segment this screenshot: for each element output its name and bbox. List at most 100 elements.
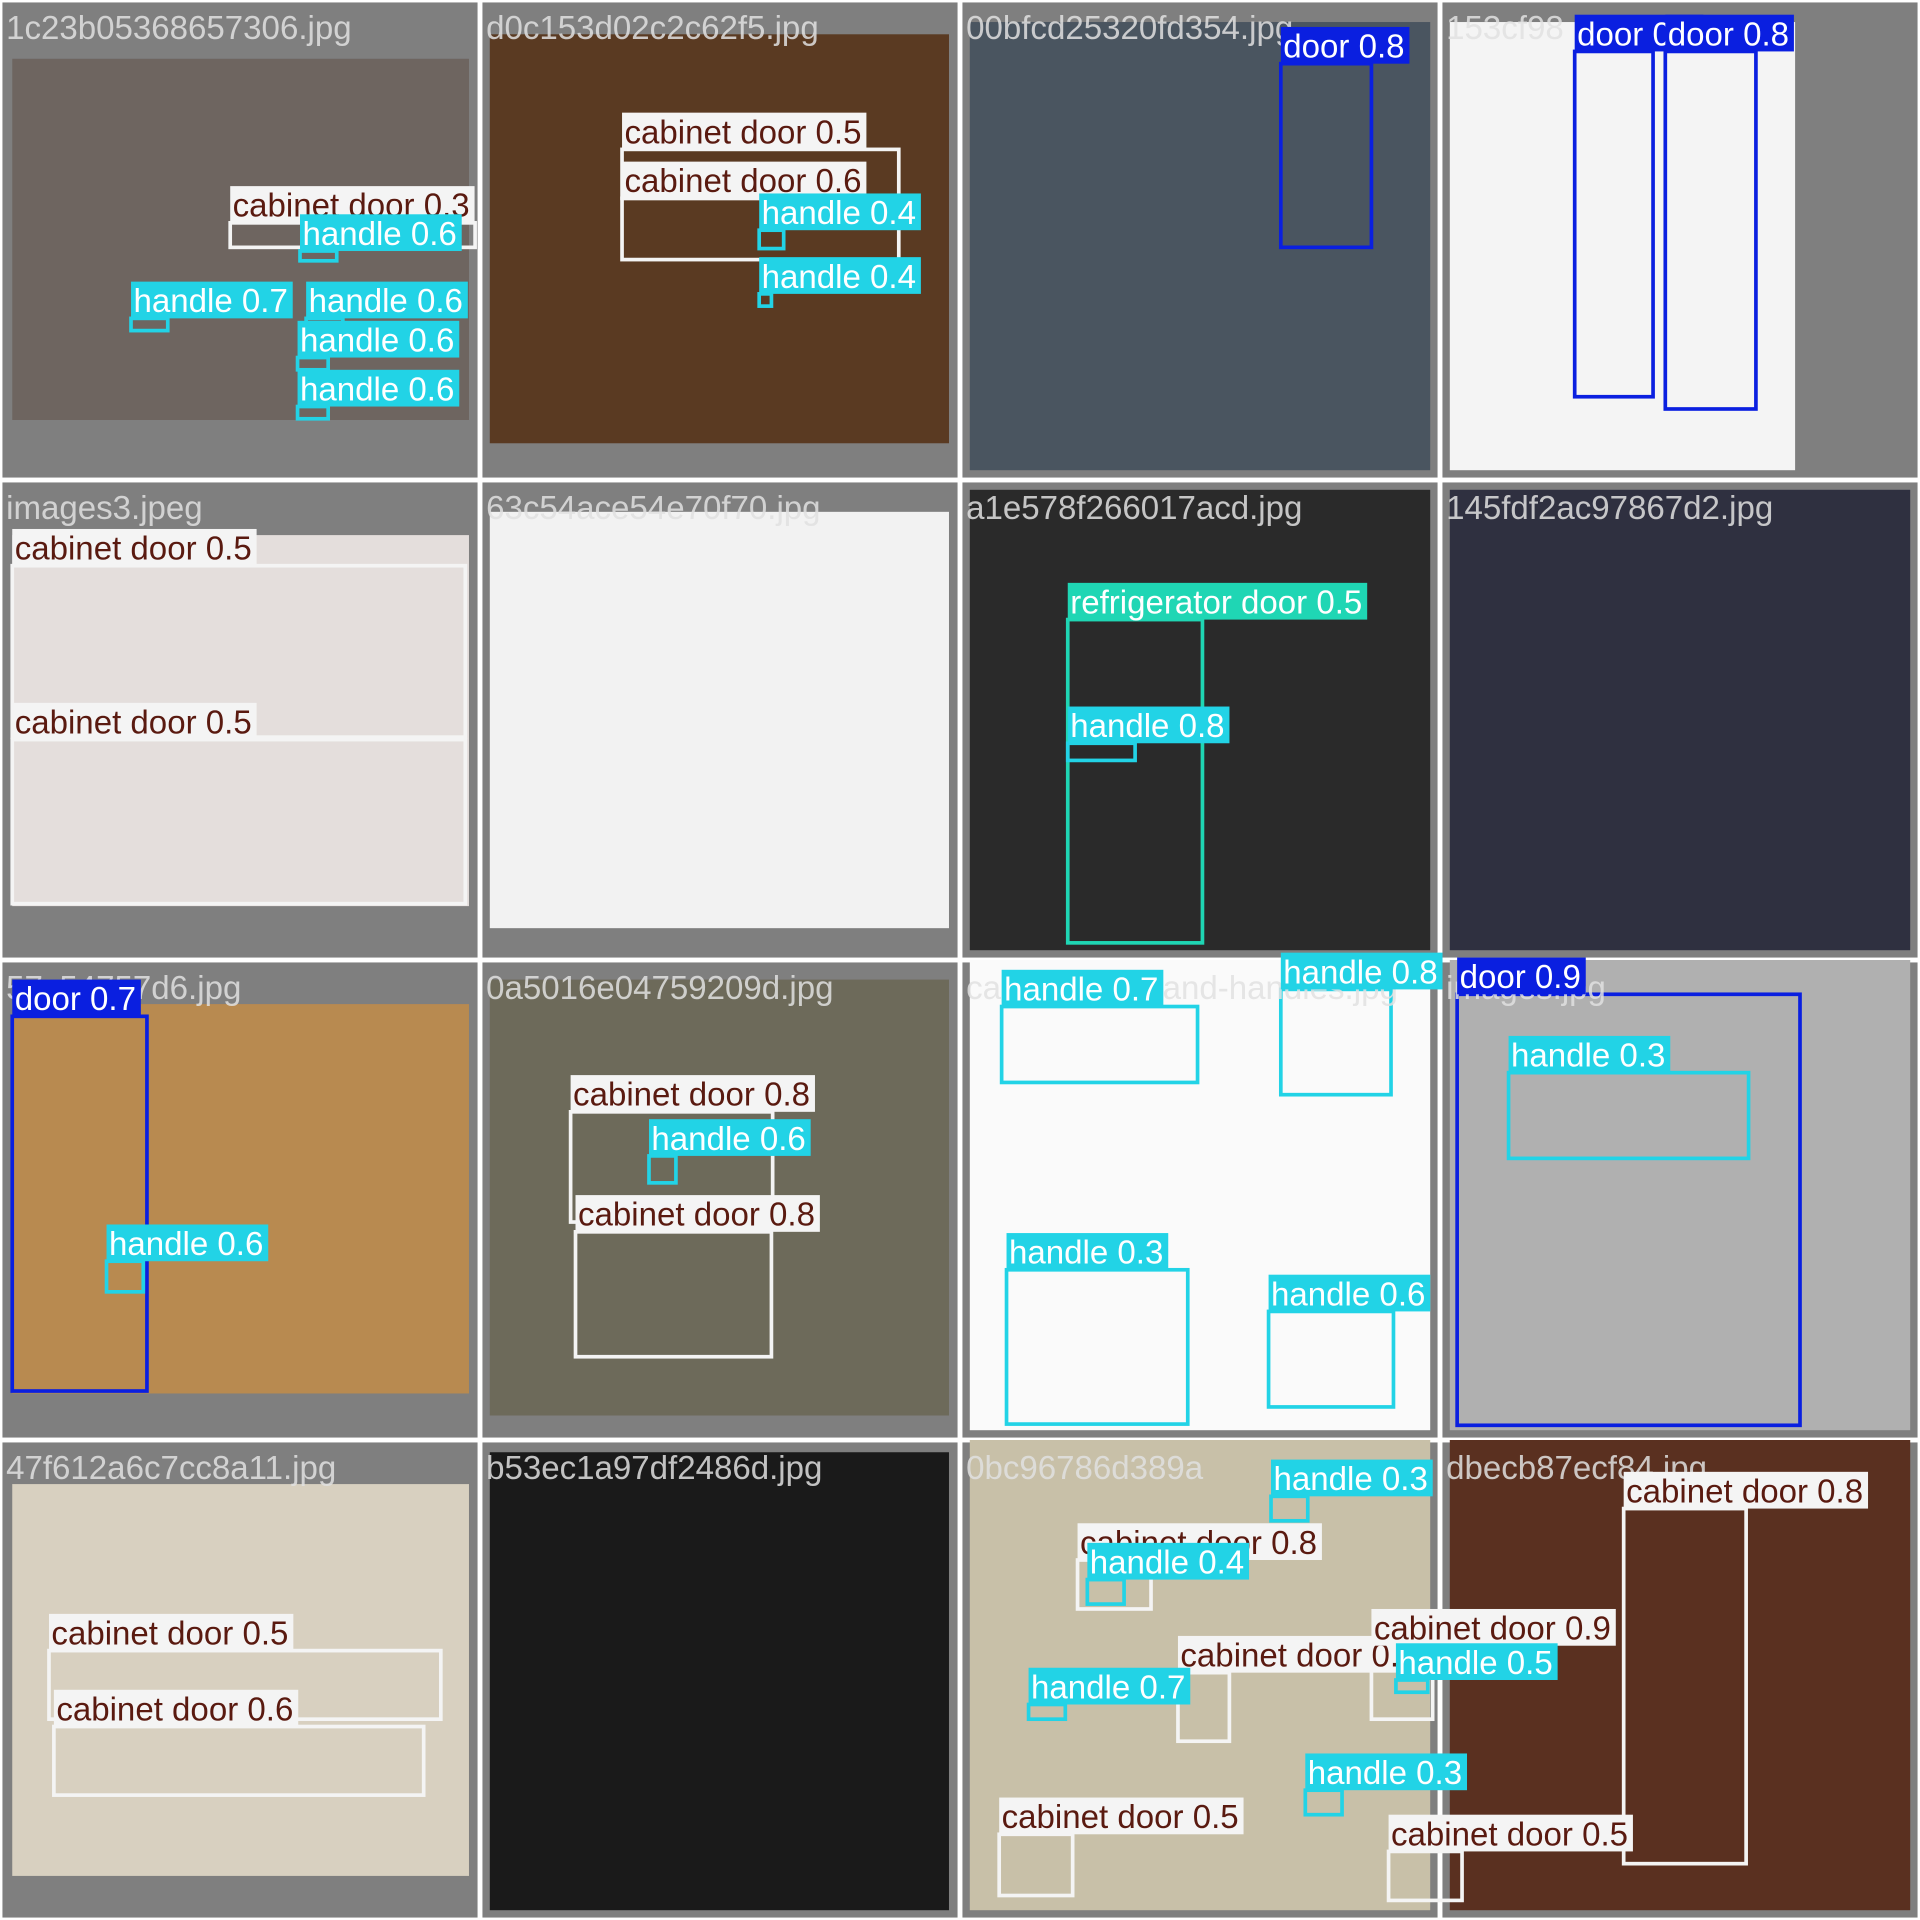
label-bg	[1268, 1274, 1431, 1312]
filename: 63c54ace54e70f70.jpg	[486, 490, 820, 527]
detection-label: handle 0.6	[309, 283, 463, 320]
detection-label: door 0.8	[1283, 29, 1404, 66]
label-bg	[12, 528, 257, 566]
photo	[12, 1004, 469, 1394]
detection-label: handle 0.6	[302, 216, 456, 253]
label-bg	[1388, 1814, 1633, 1852]
detection-label: handle 0.6	[300, 322, 454, 359]
detection-label: handle 0.6	[651, 1121, 805, 1158]
detection-label: handle 0.6	[300, 371, 454, 408]
label-bg	[131, 281, 293, 319]
label-bg	[12, 702, 257, 740]
label-bg	[306, 281, 468, 319]
detection-label: cabinet door 0.8	[1626, 1473, 1863, 1510]
detection-label: handle 0.6	[1271, 1276, 1425, 1313]
detection-label: handle 0.8	[1283, 954, 1437, 991]
label-bg	[53, 1689, 299, 1727]
detection-label: handle 0.5	[1398, 1645, 1552, 1682]
detection-label: refrigerator door 0.5	[1070, 584, 1362, 621]
detection-label: handle 0.3	[1308, 1755, 1462, 1792]
photo	[1449, 960, 1911, 1431]
filename: 153cf98	[1446, 10, 1564, 47]
label-bg	[759, 193, 921, 231]
label-bg	[1271, 1459, 1433, 1497]
filename: b53ec1a97df2486d.jpg	[486, 1450, 822, 1487]
label-bg	[1305, 1753, 1468, 1791]
photo	[12, 1484, 469, 1876]
filename: 0bc96786d389a	[966, 1450, 1204, 1487]
detection-label: cabinet door 0.5	[1391, 1816, 1628, 1853]
label-bg	[1623, 1471, 1869, 1509]
bounding-box	[1455, 992, 1802, 1428]
label-bg	[622, 112, 867, 150]
detection-label: handle 0.8	[1070, 708, 1224, 745]
detection-label: handle 0.3	[1511, 1038, 1665, 1075]
label-bg	[1001, 969, 1164, 1007]
filename: images3.jpeg	[6, 490, 203, 527]
detection-label: handle 0.4	[762, 259, 916, 296]
label-bg	[1508, 1035, 1671, 1073]
label-bg	[570, 1075, 815, 1112]
label-bg	[1006, 1233, 1169, 1270]
detection-label: handle 0.4	[762, 195, 916, 232]
detection-label: cabinet door 0.5	[15, 531, 252, 568]
label-bg	[300, 214, 462, 252]
filename: 0a5016e04759209d.jpg	[486, 970, 833, 1007]
label-bg	[999, 1797, 1244, 1835]
label-bg	[1395, 1643, 1558, 1680]
detection-label: cabinet door 0.5	[624, 114, 861, 151]
label-bg	[1665, 14, 1794, 52]
detection-label: handle 0.3	[1009, 1235, 1163, 1272]
detection-label: cabinet door 0.5	[15, 704, 252, 741]
detection-label: cabinet door 0.5	[1002, 1799, 1239, 1836]
filename: 47f612a6c7cc8a11.jpg	[6, 1450, 336, 1487]
label-bg	[1028, 1667, 1191, 1705]
photo	[1449, 489, 1911, 951]
photo	[1449, 22, 1796, 471]
label-bg	[297, 369, 460, 407]
label-bg	[12, 979, 141, 1017]
detection-label: cabinet door 0.8	[578, 1197, 815, 1234]
label-bg	[648, 1119, 811, 1156]
detection-label: handle 0.7	[133, 283, 287, 320]
detection-label: door 0.7	[15, 981, 136, 1018]
label-bg	[48, 1613, 294, 1651]
filename: a1e578f266017acd.jpg	[966, 490, 1302, 527]
label-bg	[1087, 1542, 1250, 1580]
detection-label: door 0.8	[1668, 16, 1789, 53]
filename: 1c23b05368657306.jpg	[6, 10, 352, 47]
label-bg	[1067, 582, 1368, 620]
label-bg	[297, 320, 460, 358]
photo	[489, 511, 949, 929]
label-bg	[1067, 706, 1230, 744]
label-bg	[1280, 952, 1443, 990]
label-bg	[1280, 26, 1410, 64]
detection-label: handle 0.3	[1273, 1461, 1427, 1498]
detection-label: handle 0.7	[1031, 1669, 1185, 1706]
detection-label: cabinet door 0.9	[1374, 1611, 1611, 1648]
filename: d0c153d02c2c62f5.jpg	[486, 10, 819, 47]
filename: 00bfcd25320fd354.jpg	[966, 10, 1293, 47]
label-bg	[1457, 957, 1586, 995]
photo	[489, 34, 949, 444]
label-bg	[575, 1195, 820, 1232]
detection-label: handle 0.6	[109, 1226, 263, 1263]
label-bg	[759, 257, 921, 294]
bounding-box	[1065, 617, 1205, 945]
bounding-box	[757, 292, 774, 308]
photo	[489, 1452, 949, 1911]
detection-label: door 0.9	[1460, 959, 1581, 996]
filename: 145fdf2ac97867d2.jpg	[1446, 490, 1773, 527]
photo	[969, 960, 1431, 1431]
label-bg	[106, 1224, 269, 1262]
detection-label: handle 0.7	[1004, 971, 1158, 1008]
detection-label: cabinet door 0.6	[56, 1691, 293, 1728]
detection-label: handle 0.4	[1090, 1544, 1244, 1581]
bounding-box	[573, 1230, 774, 1359]
label-bg	[622, 161, 867, 199]
detection-label: cabinet door 0.8	[573, 1077, 810, 1114]
label-bg	[1371, 1608, 1616, 1646]
detection-label: cabinet door 0.5	[51, 1615, 288, 1652]
